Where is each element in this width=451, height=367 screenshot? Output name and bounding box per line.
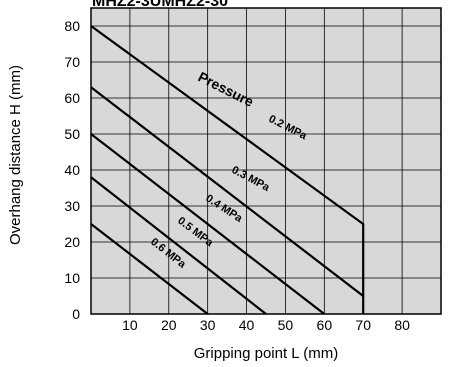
x-axis-ticks: 10 20 30 40 50 60 70 80 <box>122 317 410 333</box>
y-tick-label: 20 <box>64 234 80 250</box>
plot-area <box>90 7 442 315</box>
y-tick-label: 40 <box>64 162 80 178</box>
x-tick-label: 70 <box>355 317 371 333</box>
chart-header: MHZ2-3UMHZ2-30 <box>92 0 228 10</box>
y-tick-label: 70 <box>64 54 80 70</box>
y-tick-label: 80 <box>64 18 80 34</box>
series-line-0-6-mpa <box>90 223 209 315</box>
y-tick-label: 50 <box>64 126 80 142</box>
series-line-0-2-mpa <box>90 25 365 314</box>
x-tick-label: 10 <box>122 317 138 333</box>
y-axis-ticks: 0 10 20 30 40 50 60 70 80 <box>64 18 80 322</box>
series-group <box>90 25 365 315</box>
x-tick-label: 80 <box>394 317 410 333</box>
series-line-0-5-mpa <box>90 176 267 315</box>
y-tick-label: 0 <box>72 306 80 322</box>
x-tick-label: 30 <box>200 317 216 333</box>
x-tick-label: 40 <box>239 317 255 333</box>
series-line-0-3-mpa <box>90 86 364 297</box>
grid <box>91 8 441 314</box>
y-tick-label: 10 <box>64 270 80 286</box>
x-axis-title: Gripping point L (mm) <box>194 345 339 362</box>
y-tick-label: 60 <box>64 90 80 106</box>
series-line-0-4-mpa <box>90 133 325 315</box>
y-tick-label: 30 <box>64 198 80 214</box>
x-tick-label: 20 <box>161 317 177 333</box>
x-tick-label: 50 <box>278 317 294 333</box>
y-axis-title: Overhang distance H (mm) <box>7 65 24 245</box>
x-tick-label: 60 <box>317 317 333 333</box>
